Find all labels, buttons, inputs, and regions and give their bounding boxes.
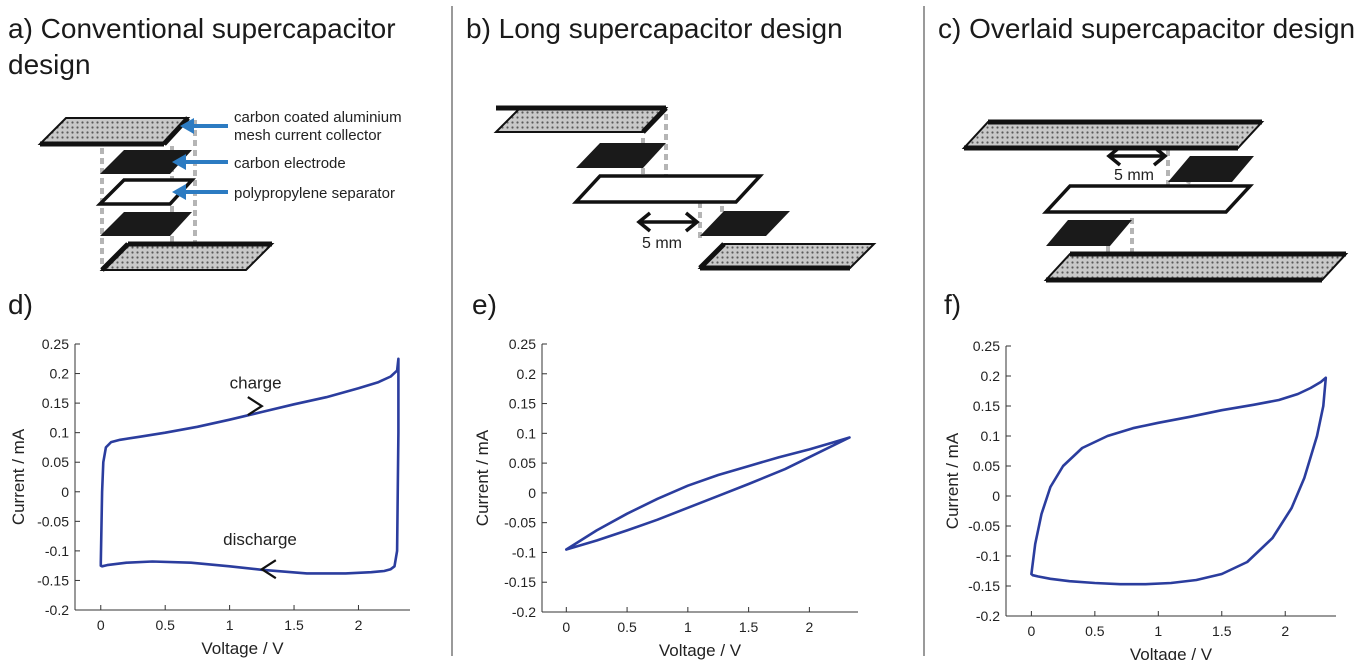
- current-collector-top: [961, 121, 1265, 149]
- y-tick-label: 0.1: [50, 425, 70, 441]
- curve-annotation: charge: [230, 373, 282, 392]
- x-axis-label: Voltage / V: [201, 639, 284, 658]
- y-tick-label: 0.2: [50, 366, 70, 382]
- dimension-arrow: [1106, 145, 1168, 167]
- carbon-electrode-top: [100, 150, 192, 174]
- y-tick-label: 0.25: [42, 336, 69, 352]
- current-collector-bottom: [697, 243, 877, 269]
- carbon-electrode-bottom: [1046, 220, 1132, 246]
- x-tick-label: 1.5: [739, 619, 759, 635]
- y-tick-label: -0.15: [504, 574, 536, 590]
- y-tick-label: -0.05: [37, 513, 69, 529]
- x-tick-label: 1: [684, 619, 692, 635]
- x-tick-label: 0.5: [617, 619, 637, 635]
- y-tick-label: 0.25: [973, 338, 1000, 354]
- dimension-arrow: [636, 211, 700, 233]
- y-tick-label: 0.05: [509, 455, 536, 471]
- diagram-c-title: c) Overlaid supercapacitor design: [938, 13, 1354, 44]
- x-tick-label: 0.5: [1085, 623, 1105, 639]
- dimension-label: 5 mm: [1114, 167, 1154, 184]
- chart-e: e) -0.2 -0.15 -0.1 -0.05 0 0.05 0.1 0.15 0.2 0.25 0…: [472, 289, 858, 660]
- panel-label: f): [944, 289, 961, 320]
- x-tick-label: 0: [562, 619, 570, 635]
- y-tick-label: -0.15: [968, 578, 1000, 594]
- panel-label: e): [472, 289, 497, 320]
- diagram-a-conventional: a) Conventional supercapacitor design ca…: [8, 13, 402, 272]
- x-tick-label: 1.5: [1212, 623, 1232, 639]
- y-tick-label: 0.15: [509, 396, 536, 412]
- x-axis-label: Voltage / V: [1130, 645, 1213, 660]
- y-tick-label: -0.05: [504, 515, 536, 531]
- y-tick-label: -0.05: [968, 518, 1000, 534]
- y-tick-label: -0.1: [512, 544, 536, 560]
- y-axis-label: Current / mA: [943, 432, 962, 529]
- separator: [95, 178, 196, 206]
- curve-annotation: discharge: [223, 530, 297, 549]
- y-tick-label: -0.1: [976, 548, 1000, 564]
- x-tick-label: 0: [1027, 623, 1035, 639]
- separator: [572, 174, 764, 204]
- x-tick-label: 2: [805, 619, 813, 635]
- y-tick-label: 0.2: [981, 368, 1001, 384]
- y-tick-label: 0.1: [517, 425, 537, 441]
- carbon-electrode-bottom: [700, 211, 790, 236]
- y-axis-label: Current / mA: [473, 429, 492, 526]
- y-tick-label: 0.1: [981, 428, 1001, 444]
- separator: [1042, 184, 1254, 214]
- y-tick-label: -0.2: [976, 608, 1000, 624]
- cv-curve: [565, 436, 851, 551]
- alignment-guides: [100, 120, 197, 265]
- y-tick-label: -0.2: [45, 602, 69, 618]
- x-tick-label: 2: [355, 617, 363, 633]
- carbon-electrode-top: [1168, 156, 1254, 182]
- y-tick-label: -0.15: [37, 572, 69, 588]
- cv-curve: [99, 357, 400, 575]
- diagram-b-title: b) Long supercapacitor design: [466, 13, 843, 44]
- cv-curve: [1030, 376, 1328, 586]
- y-tick-label: -0.1: [45, 543, 69, 559]
- x-tick-label: 0: [97, 617, 105, 633]
- y-axis-label: Current / mA: [9, 428, 28, 525]
- panel-label: d): [8, 289, 33, 320]
- chart-d: d) -0.2 -0.15 -0.1 -0.05 0 0.05 0.1 0.15 0.2 0.25 0…: [8, 289, 410, 658]
- callout-collector-line2: mesh current collector: [234, 127, 382, 144]
- y-tick-label: 0.15: [973, 398, 1000, 414]
- diagram-a-title-line2: design: [8, 49, 91, 80]
- callout-separator: polypropylene separator: [234, 185, 395, 202]
- carbon-electrode-top: [576, 143, 666, 168]
- y-tick-label: 0.25: [509, 336, 536, 352]
- y-tick-label: 0.05: [973, 458, 1000, 474]
- x-tick-label: 1.5: [284, 617, 304, 633]
- current-collector-top: [493, 107, 669, 133]
- direction-arrow: [247, 396, 264, 416]
- y-tick-label: 0.05: [42, 454, 69, 470]
- callout-collector-line1: carbon coated aluminium: [234, 109, 402, 126]
- chart-f: f) -0.2 -0.15 -0.1 -0.05 0 0.05 0.1 0.15 0.2 0.25 0…: [943, 289, 1336, 660]
- diagram-a-title-line1: a) Conventional supercapacitor: [8, 13, 396, 44]
- y-tick-label: 0.2: [517, 366, 537, 382]
- callout-electrode: carbon electrode: [234, 155, 346, 172]
- y-tick-label: 0: [528, 485, 536, 501]
- x-tick-label: 1: [226, 617, 234, 633]
- callout-arrows: [172, 118, 228, 200]
- carbon-electrode-bottom: [100, 212, 192, 236]
- x-tick-label: 0.5: [155, 617, 175, 633]
- y-tick-label: -0.2: [512, 604, 536, 620]
- diagram-c-overlaid: c) Overlaid supercapacitor design 5 mm: [938, 13, 1354, 283]
- dimension-label: 5 mm: [642, 235, 682, 252]
- y-tick-label: 0: [61, 484, 69, 500]
- diagram-b-long: b) Long supercapacitor design 5 mm: [466, 13, 877, 271]
- direction-arrow: [259, 559, 277, 580]
- current-collector-bottom: [1043, 253, 1349, 281]
- y-tick-label: 0.15: [42, 395, 69, 411]
- y-tick-label: 0: [992, 488, 1000, 504]
- x-axis-label: Voltage / V: [659, 641, 742, 660]
- x-tick-label: 2: [1281, 623, 1289, 639]
- x-tick-label: 1: [1154, 623, 1162, 639]
